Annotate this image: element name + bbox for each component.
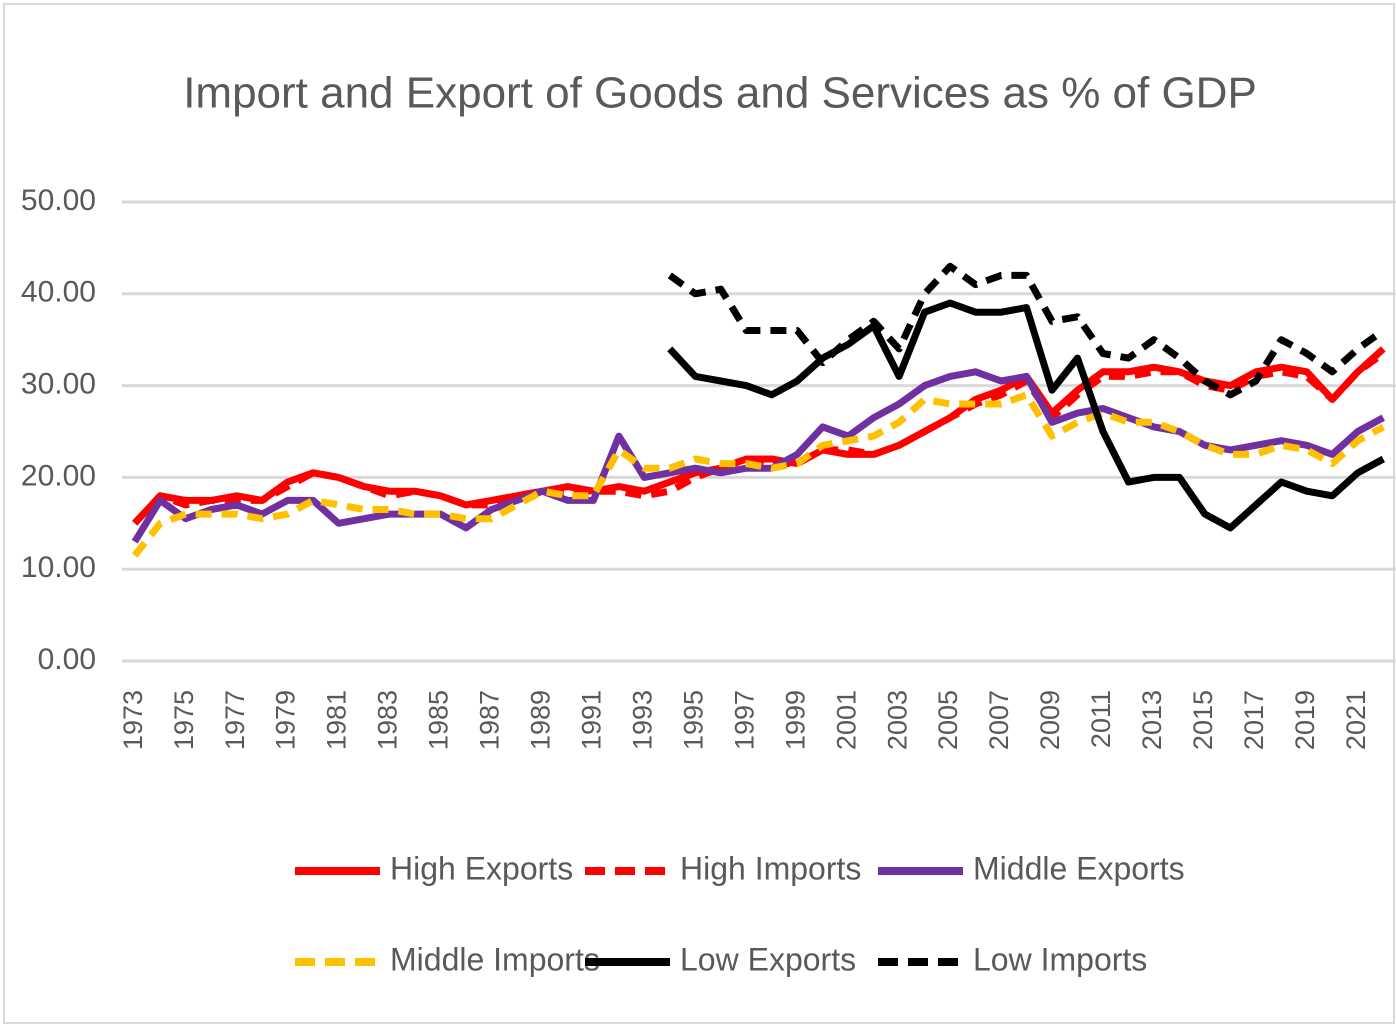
x-tick-label: 2009 [1035,690,1065,750]
series-line [667,299,1385,532]
x-tick-label: 1977 [220,690,250,750]
series-line [132,350,1386,526]
x-tick-label: 1999 [780,690,810,750]
x-tick-label: 2003 [882,690,912,750]
x-tick-label: 1973 [118,690,148,750]
legend-label: High Imports [680,850,861,886]
x-tick-label: 1981 [322,690,352,750]
y-tick-label: 40.00 [21,276,96,309]
y-tick-label: 0.00 [38,643,96,676]
x-tick-label: 2005 [933,690,963,750]
y-tick-label: 50.00 [21,184,96,217]
x-tick-label: 2001 [831,690,861,750]
x-tick-label: 1987 [475,690,505,750]
y-tick-label: 30.00 [21,368,96,401]
x-tick-label: 2017 [1239,690,1269,750]
x-tick-label: 1997 [729,690,759,750]
chart-title: Import and Export of Goods and Services … [183,69,1257,118]
y-tick-label: 10.00 [21,551,96,584]
x-tick-label: 2021 [1341,690,1371,750]
legend-label: High Exports [390,850,573,886]
x-tick-label: 1995 [678,690,708,750]
x-tick-label: 2007 [984,690,1014,750]
x-tick-label: 1993 [627,690,657,750]
x-tick-label: 1989 [526,690,556,750]
x-tick-label: 2011 [1086,690,1116,748]
x-tick-label: 1985 [424,690,454,750]
legend-label: Low Exports [680,941,856,977]
x-tick-label: 2015 [1188,690,1218,750]
series-line [131,391,1385,558]
x-tick-label: 1979 [271,690,301,750]
x-tick-label: 1983 [373,690,403,750]
x-tick-label: 2019 [1290,690,1320,750]
x-tick-label: 1991 [577,690,607,750]
x-tick-label: 2013 [1137,690,1167,750]
x-tick-label: 1975 [169,690,199,750]
series-line [667,262,1386,399]
y-tick-label: 20.00 [21,459,96,492]
legend-label: Middle Imports [390,941,600,977]
legend-label: Low Imports [973,941,1147,977]
legend-label: Middle Exports [973,850,1185,886]
